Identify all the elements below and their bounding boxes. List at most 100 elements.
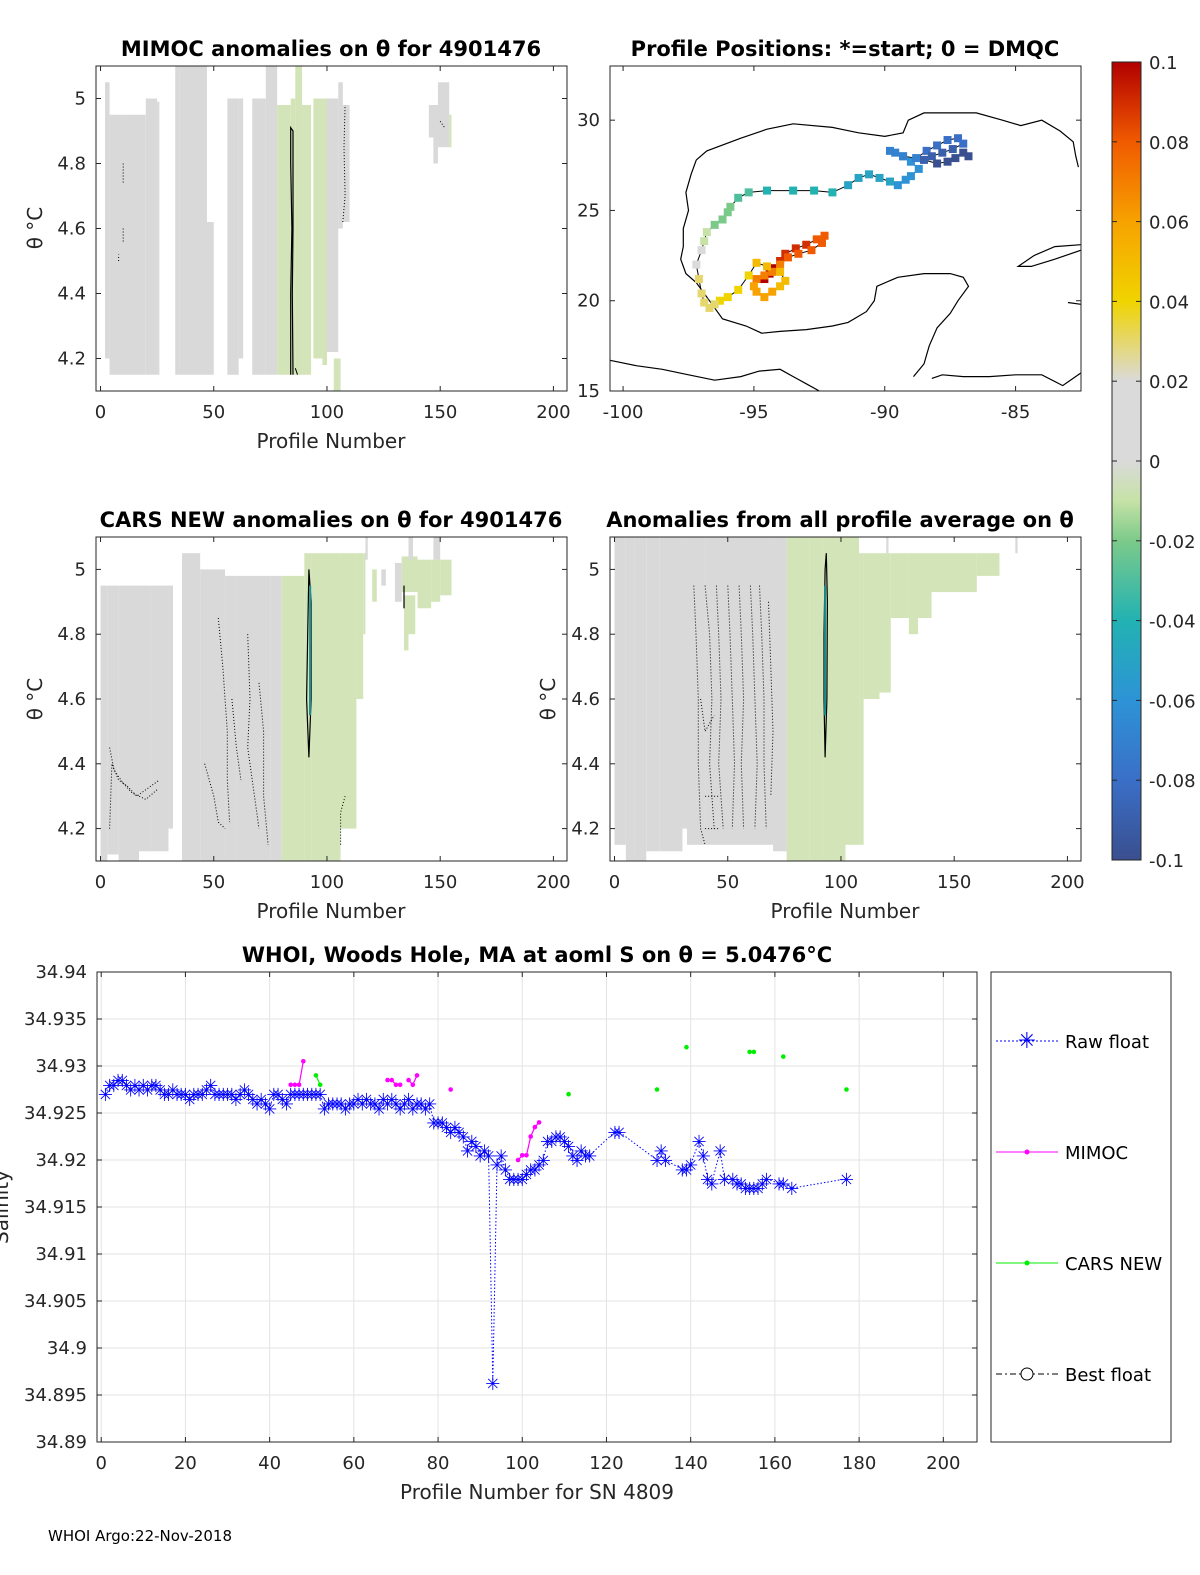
y-tick-label: 4.8 <box>571 624 600 645</box>
heatmap-cell <box>879 553 891 693</box>
raw-float-point: ✳ <box>233 1085 248 1106</box>
profile-position-marker <box>885 177 894 186</box>
heatmap-cell <box>625 537 635 861</box>
colorbar-tick-label: 0.04 <box>1149 292 1189 313</box>
x-tick-label: -90 <box>870 402 899 423</box>
y-tick-label: 34.89 <box>35 1432 87 1453</box>
profile-position-marker <box>791 244 800 253</box>
raw-float-point: ✳ <box>443 1123 458 1144</box>
raw-float-point: ✳ <box>717 1170 732 1191</box>
profile-position-marker <box>715 296 724 305</box>
y-tick-label: 4.8 <box>57 154 86 175</box>
heatmap-cell <box>428 105 438 138</box>
profile-position-marker <box>734 193 743 202</box>
legend-mimoc-label: MIMOC <box>1065 1143 1128 1164</box>
heatmap-cell <box>433 114 438 164</box>
raw-float-point: ✳ <box>456 1128 471 1149</box>
heatmap-cell <box>836 537 846 861</box>
y-tick-label: 4.8 <box>57 624 86 645</box>
heatmap-cell <box>614 537 626 845</box>
raw-float-point: ✳ <box>178 1085 193 1106</box>
heatmap-cell <box>322 98 327 365</box>
raw-float-point: ✳ <box>220 1085 235 1106</box>
heatmap-cell <box>365 537 368 560</box>
raw-float-point: ✳ <box>485 1374 500 1395</box>
allavg-xlabel: Profile Number <box>771 899 921 923</box>
raw-float-point: ✳ <box>304 1085 319 1106</box>
x-tick-label: -100 <box>603 402 644 423</box>
raw-float-point: ✳ <box>351 1090 366 1111</box>
heatmap-cell <box>863 553 880 699</box>
raw-float-point: ✳ <box>186 1085 201 1106</box>
heatmap-cell <box>417 559 432 609</box>
raw-float-point: ✳ <box>751 1179 766 1200</box>
profile-position-marker <box>875 173 884 182</box>
cars-new-point <box>313 1073 319 1078</box>
y-tick-label: 5 <box>75 89 86 110</box>
y-tick-label: 4.6 <box>57 219 86 240</box>
raw-float-point: ✳ <box>675 1160 690 1181</box>
heatmap-cell <box>917 553 932 618</box>
cars-new-point <box>781 1054 786 1059</box>
raw-float-point: ✳ <box>182 1090 197 1111</box>
heatmap-cell <box>372 569 377 602</box>
raw-float-point: ✳ <box>363 1095 378 1116</box>
positions-ticks: -100 -95 -90 -85 15 20 25 30 <box>577 66 1081 423</box>
heatmap-cell <box>105 82 110 359</box>
heatmap-cell <box>822 537 837 861</box>
profile-position-marker <box>723 208 732 217</box>
heatmap-cell <box>845 537 860 845</box>
x-tick-label: 200 <box>1050 872 1084 893</box>
heatmap-cell <box>281 575 305 861</box>
y-tick-label: 34.925 <box>24 1103 87 1124</box>
raw-float-point: ✳ <box>405 1099 420 1120</box>
profile-position-marker <box>705 303 714 312</box>
heatmap-cell <box>311 553 327 861</box>
y-tick-label: 4.2 <box>571 819 600 840</box>
x-tick-label: 120 <box>589 1453 623 1474</box>
heatmap-cell <box>431 559 441 602</box>
profile-position-marker <box>943 136 952 145</box>
raw-float-point: ✳ <box>612 1123 627 1144</box>
mimoc-point <box>414 1073 420 1078</box>
mimoc-point <box>410 1082 416 1088</box>
raw-float-point: ✳ <box>502 1170 517 1191</box>
heatmap-cell <box>302 105 312 375</box>
profile-position-marker <box>700 298 709 307</box>
heatmap-cell <box>408 595 416 635</box>
colorbar-tick-label: 0.02 <box>1149 372 1189 393</box>
coastline-segment <box>680 159 970 377</box>
contour-line <box>109 763 160 829</box>
raw-float-point: ✳ <box>553 1128 568 1149</box>
colorbar-tick-label: -0.06 <box>1149 691 1196 712</box>
coastline-segment <box>1067 301 1082 305</box>
mimoc-point <box>406 1077 411 1083</box>
profile-position-marker <box>951 154 960 163</box>
raw-float-point: ✳ <box>607 1123 622 1144</box>
raw-float-point: ✳ <box>384 1090 399 1111</box>
heatmap-cell <box>129 585 140 861</box>
panel-salinity: WHOI, Woods Hole, MA at aoml S on θ = 5.… <box>0 943 978 1504</box>
colorbar-tick-label: 0.1 <box>1149 53 1178 74</box>
heatmap-cell <box>886 537 889 554</box>
y-tick-label: 5 <box>75 559 86 580</box>
heatmap-cell <box>908 553 918 635</box>
raw-float-point: ✳ <box>388 1095 403 1116</box>
raw-float-point: ✳ <box>452 1123 467 1144</box>
coastline-segment <box>609 359 820 392</box>
legend: ✳ Raw float MIMOC CARS NEW Best float <box>990 971 1172 1443</box>
salinity-ticks: 0 20 40 60 80 100 120 140 160 180 200 34.89 34.895 34… <box>24 962 977 1474</box>
raw-float-point: ✳ <box>292 1085 307 1106</box>
heatmap-cell <box>773 537 787 852</box>
profile-position-marker <box>776 282 785 291</box>
heatmap-cell <box>238 98 244 359</box>
profile-position-marker <box>734 285 743 294</box>
heatmap-cell <box>1015 537 1018 554</box>
profile-position-marker <box>817 238 826 247</box>
footer-text: WHOI Argo:22-Nov-2018 <box>48 1527 232 1545</box>
heatmap-cell <box>890 553 909 618</box>
profile-position-marker <box>901 175 910 184</box>
x-tick-label: 50 <box>202 872 225 893</box>
profile-position-marker <box>922 146 931 155</box>
heatmap-cell <box>381 569 386 586</box>
